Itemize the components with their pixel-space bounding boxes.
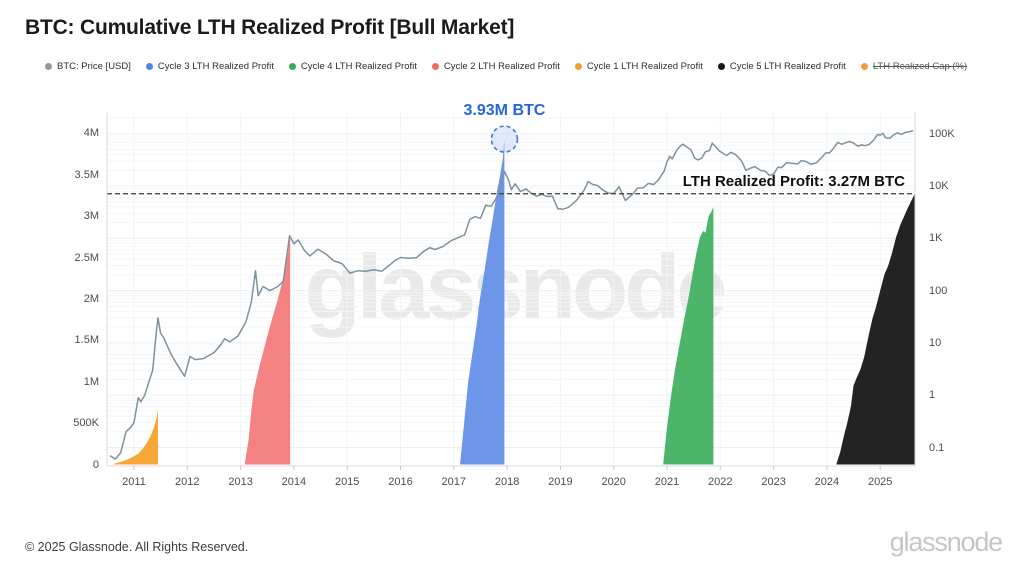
glassnode-logo: glassnode [889, 527, 1004, 557]
y-left-tick-label: 1.5M [74, 334, 99, 347]
x-axis-tick-label: 2021 [654, 476, 680, 488]
y-right-tick-label: 0.1 [929, 441, 945, 454]
x-axis-tick-label: 2022 [708, 476, 733, 488]
footer-copyright: © 2025 Glassnode. All Rights Reserved. [25, 540, 249, 554]
y-left-tick-label: 2M [83, 292, 99, 305]
legend-dot-icon [717, 63, 725, 70]
cycle-area-2 [244, 234, 291, 465]
legend-dot-icon [145, 63, 153, 70]
x-axis-tick-label: 2015 [334, 476, 360, 488]
legend-item-label: BTC: Price [USD] [57, 61, 131, 72]
x-axis-tick-label: 2023 [761, 476, 786, 488]
legend-item-1[interactable]: Cycle 3 LTH Realized Profit [145, 61, 274, 72]
x-axis-tick-label: 2018 [494, 476, 520, 488]
cycle-area-4 [663, 207, 714, 465]
legend-item-label: Cycle 4 LTH Realized Profit [300, 61, 417, 72]
glassnode-watermark: glassnode [304, 236, 727, 339]
y-left-tick-label: 2.5M [74, 251, 99, 264]
legend-item-5[interactable]: Cycle 5 LTH Realized Profit [717, 61, 846, 72]
y-left-tick-label: 3.5M [74, 168, 99, 181]
legend-dot-icon [45, 63, 52, 70]
cycle-areas [113, 139, 915, 465]
peak-marker-circle-icon [490, 125, 519, 153]
legend-item-label: Cycle 2 LTH Realized Profit [443, 61, 560, 72]
current-value-annotation-label: LTH Realized Profit: 3.27M BTC [682, 172, 905, 190]
y-left-tick-label: 500K [73, 417, 99, 430]
legend-dot-icon [288, 63, 296, 70]
legend-dot-icon [860, 63, 868, 70]
x-axis-tick-label: 2014 [281, 476, 307, 488]
y-left-tick-label: 3M [83, 210, 99, 223]
x-axis-tick-label: 2012 [175, 476, 200, 488]
legend-item-4[interactable]: Cycle 1 LTH Realized Profit [574, 61, 703, 72]
y-right-tick-label: 1 [929, 389, 936, 402]
legend-dot-icon [431, 63, 439, 70]
y-left-tick-label: 4M [83, 127, 99, 140]
y-right-tick-label: 10 [929, 336, 942, 349]
x-axis-tick-label: 2020 [601, 476, 626, 488]
legend-item-label: Cycle 1 LTH Realized Profit [586, 61, 703, 72]
y-right-tick-label: 100 [929, 284, 948, 297]
x-axis-tick-label: 2019 [548, 476, 573, 488]
legend-item-3[interactable]: Cycle 2 LTH Realized Profit [431, 61, 560, 72]
x-axis-tick-label: 2011 [122, 476, 146, 488]
x-axis-tick-label: 2013 [228, 476, 253, 488]
y-left-tick-label: 0 [92, 458, 99, 471]
legend-item-label: LTH Realized Cap (%) [872, 61, 968, 72]
y-left-tick-label: 1M [83, 375, 99, 388]
y-right-tick-label: 100K [929, 127, 955, 140]
legend-dot-icon [574, 63, 582, 70]
x-axis-tick-label: 2017 [441, 476, 467, 488]
page-title: BTC: Cumulative LTH Realized Profit [Bul… [25, 16, 515, 39]
peak-annotation-label: 3.93M BTC [463, 102, 546, 120]
btc-price-line [109, 129, 914, 460]
chart-legend: BTC: Price [USD] Cycle 3 LTH Realized Pro… [45, 61, 967, 72]
legend-item-6[interactable]: LTH Realized Cap (%) [860, 61, 968, 72]
x-axis-tick-label: 2024 [814, 476, 840, 488]
cycle-area-3 [460, 139, 505, 465]
cycle-area-1 [113, 409, 158, 465]
legend-item-2[interactable]: Cycle 4 LTH Realized Profit [288, 61, 417, 72]
x-axis-tick-label: 2025 [867, 476, 893, 488]
legend-item-label: Cycle 3 LTH Realized Profit [157, 61, 274, 72]
cycle-area-5 [836, 193, 915, 465]
x-axis-tick-label: 2016 [388, 476, 413, 488]
axes-frame [106, 112, 916, 470]
legend-item-0[interactable]: BTC: Price [USD] [45, 61, 131, 72]
gridlines [107, 112, 915, 466]
legend-item-label: Cycle 5 LTH Realized Profit [729, 61, 846, 72]
y-right-tick-label: 1K [929, 232, 943, 245]
y-right-tick-label: 10K [929, 180, 949, 192]
